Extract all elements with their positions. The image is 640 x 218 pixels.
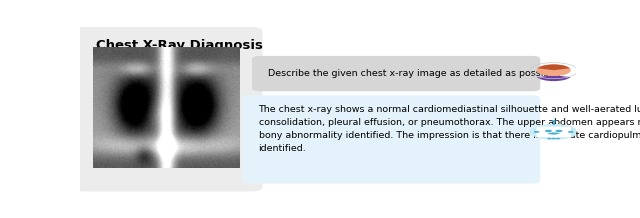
FancyBboxPatch shape — [242, 95, 540, 184]
Circle shape — [568, 131, 573, 133]
Text: The chest x-ray shows a normal cardiomediastinal silhouette and well-aerated lun: The chest x-ray shows a normal cardiomed… — [259, 105, 640, 153]
Circle shape — [536, 65, 571, 76]
FancyBboxPatch shape — [72, 27, 262, 191]
Circle shape — [534, 131, 540, 133]
Circle shape — [547, 138, 552, 139]
Wedge shape — [537, 75, 570, 81]
Text: Chest X-Ray Diagnosis: Chest X-Ray Diagnosis — [97, 39, 263, 52]
Wedge shape — [547, 132, 560, 135]
Circle shape — [551, 120, 556, 122]
FancyBboxPatch shape — [252, 56, 540, 91]
Circle shape — [545, 130, 552, 132]
Circle shape — [556, 138, 560, 139]
Circle shape — [556, 130, 563, 132]
FancyBboxPatch shape — [536, 127, 571, 137]
Circle shape — [552, 138, 556, 139]
Text: Describe the given chest x-ray image as detailed as possible.: Describe the given chest x-ray image as … — [269, 69, 561, 78]
Circle shape — [530, 124, 577, 140]
Wedge shape — [538, 65, 570, 70]
